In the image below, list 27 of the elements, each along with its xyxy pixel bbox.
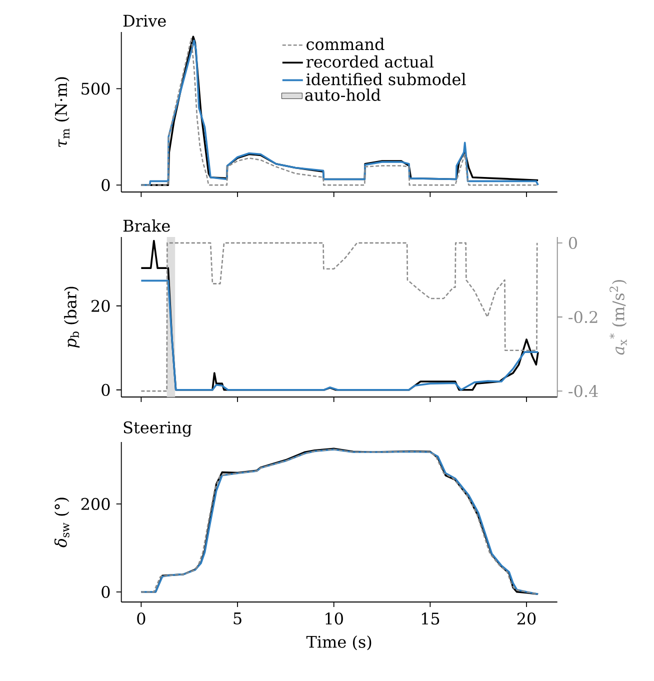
y2-axis-title: a$_{x}$$^{*}$ (m/s$^{2}$) <box>609 280 627 355</box>
x-axis-title: Time (s) <box>306 636 371 650</box>
y-axis-title: τ$_{m}$ (N·m) <box>54 77 70 147</box>
legend-label: recorded actual <box>306 55 434 68</box>
line-series <box>140 280 539 391</box>
chart-title: Steering <box>124 421 192 437</box>
y2-tick-label: -0.2 <box>568 310 597 324</box>
legend-label: command <box>306 38 384 50</box>
y-tick-label: 500 <box>81 82 110 95</box>
y-axis-title: p$_{b}$ (bar) <box>64 286 80 348</box>
chart-title: Drive <box>123 14 166 27</box>
y-tick-label: 20 <box>91 300 110 312</box>
y-tick-label: 0 <box>102 586 110 598</box>
legend-label: identified submodel <box>306 72 466 86</box>
x-tick-label: 0 <box>136 612 146 625</box>
y-axis-title: δ$_{sw}$ (°) <box>54 498 70 548</box>
chart-title: Brake <box>123 219 170 232</box>
y-tick-label: 200 <box>81 498 110 510</box>
x-tick-label: 15 <box>422 612 439 625</box>
y2-tick-label: 0 <box>568 236 577 249</box>
y-tick-label: 0 <box>102 384 110 396</box>
x-tick-label: 10 <box>325 612 343 625</box>
legend-label: auto-hold <box>305 88 380 101</box>
x-tick-label: 20 <box>517 612 536 625</box>
x-tick-label: 5 <box>234 612 242 624</box>
y-tick-label: 0 <box>102 179 110 192</box>
y2-tick-label: -0.4 <box>568 385 598 398</box>
